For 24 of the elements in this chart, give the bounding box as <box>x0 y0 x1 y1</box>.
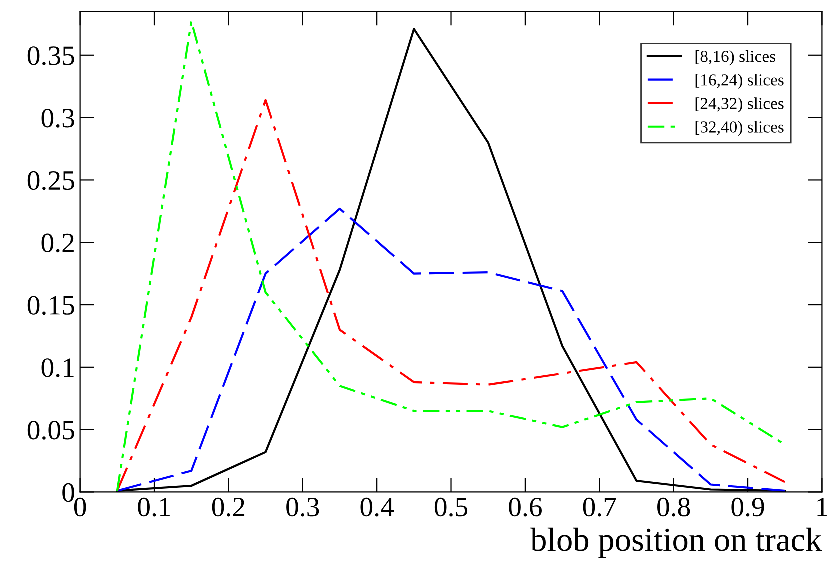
x-tick-label: 0.7 <box>583 498 616 517</box>
legend-label: [8,16) slices <box>696 50 776 66</box>
y-tick-label: 0.3 <box>42 108 74 128</box>
y-tick-label: 0.2 <box>42 234 74 253</box>
x-tick-label: 0.6 <box>509 498 542 517</box>
y-tick-label: 0.1 <box>42 358 74 378</box>
x-tick-label: 0.3 <box>286 498 320 517</box>
x-tick-label: 0 <box>74 498 86 517</box>
legend-label: [32,40) slices <box>696 121 784 136</box>
legend-label: [24,32) slices <box>696 98 784 113</box>
x-tick-label: 0.9 <box>732 498 764 517</box>
y-tick-label: 0.15 <box>28 296 74 316</box>
y-tick-label: 0.25 <box>28 171 74 190</box>
y-tick-label: 0 <box>62 483 74 502</box>
x-tick-label: 0.4 <box>360 498 394 517</box>
legend-label: [16,24) slices <box>696 74 784 90</box>
x-tick-label: 0.2 <box>212 498 245 517</box>
x-tick-label: 1 <box>818 498 828 516</box>
x-tick-label: 0.8 <box>658 498 690 517</box>
y-tick-label: 0.05 <box>28 421 74 440</box>
x-tick-label: 0.5 <box>434 498 468 517</box>
x-tick-label: 0.1 <box>138 498 170 517</box>
y-tick-label: 0.35 <box>28 46 74 66</box>
x-axis-title: blob position on track <box>530 528 822 558</box>
